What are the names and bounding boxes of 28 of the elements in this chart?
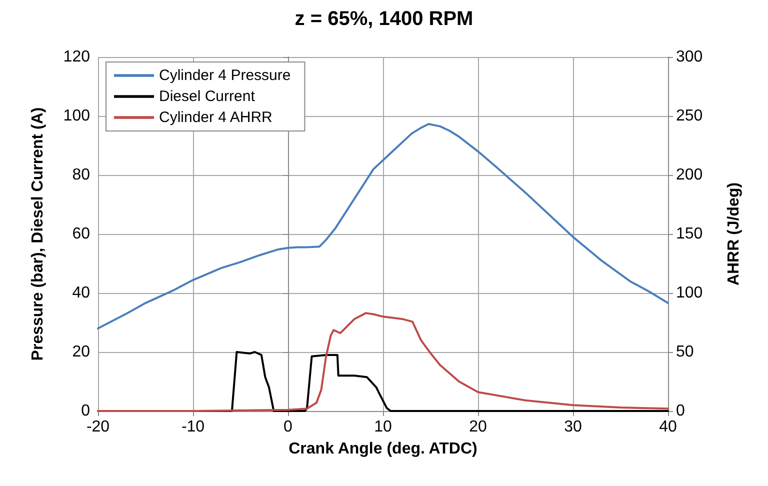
y2-tick-label: 250 <box>676 108 703 124</box>
legend-label: Cylinder 4 AHRR <box>159 109 273 126</box>
x-tick-label: 0 <box>284 418 293 436</box>
y-tick-label: 20 <box>72 344 90 360</box>
y-tick-label: 40 <box>72 284 90 302</box>
y2-tick-label: 200 <box>676 166 703 184</box>
y-axis-title: Pressure (bar), Diesel Current (A) <box>30 107 46 361</box>
y-tick-label: 0 <box>81 402 90 420</box>
chart-title: z = 65%, 1400 RPM <box>294 8 474 30</box>
y2-tick-label: 100 <box>676 284 703 302</box>
y-tick-label: 100 <box>63 108 90 124</box>
y2-tick-label: 300 <box>676 48 703 66</box>
x-tick-label: 30 <box>564 418 582 436</box>
y-tick-label: 120 <box>63 48 90 66</box>
x-tick-label: -10 <box>181 418 205 436</box>
y-tick-label: 60 <box>72 226 90 242</box>
y2-axis-title: AHRR (J/deg) <box>726 182 742 286</box>
legend-label: Diesel Current <box>159 88 256 105</box>
x-tick-label: 40 <box>659 418 677 436</box>
y2-tick-label: 150 <box>676 226 703 242</box>
y2-tick-label: 50 <box>676 344 694 360</box>
y-tick-label: 80 <box>72 166 90 184</box>
legend-label: Cylinder 4 Pressure <box>159 67 291 84</box>
x-tick-label: -20 <box>86 418 110 436</box>
x-tick-label: 10 <box>374 418 392 436</box>
x-tick-label: 20 <box>469 418 487 436</box>
x-axis-title: Crank Angle (deg. ATDC) <box>288 440 478 458</box>
y2-tick-label: 0 <box>676 402 685 420</box>
